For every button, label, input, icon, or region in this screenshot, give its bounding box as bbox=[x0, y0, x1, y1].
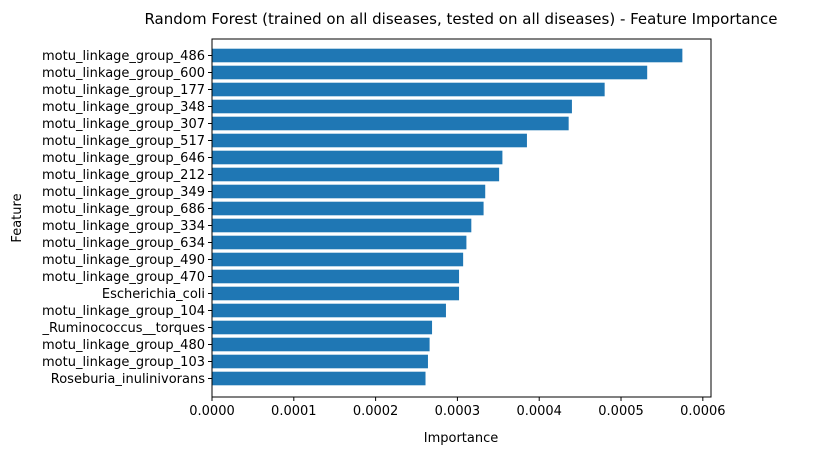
x-tick-label: 0.0004 bbox=[516, 404, 562, 419]
y-tick-label: motu_linkage_group_349 bbox=[42, 185, 205, 200]
y-tick-label: motu_linkage_group_480 bbox=[42, 338, 205, 353]
y-tick-label: motu_linkage_group_646 bbox=[42, 151, 205, 166]
y-tick-label: Roseburia_inulinivorans bbox=[51, 372, 205, 387]
bar-motu_linkage_group_686 bbox=[212, 201, 484, 216]
x-tick-label: 0.0000 bbox=[189, 404, 235, 419]
y-tick-label: motu_linkage_group_334 bbox=[42, 219, 205, 234]
y-tick-label: motu_linkage_group_212 bbox=[42, 168, 205, 183]
bar-Escherichia_coli bbox=[212, 286, 460, 301]
y-tick-label: motu_linkage_group_486 bbox=[42, 49, 205, 64]
bar-motu_linkage_group_646 bbox=[212, 150, 503, 165]
y-tick-label: motu_linkage_group_634 bbox=[42, 236, 205, 251]
bar-motu_linkage_group_177 bbox=[212, 82, 605, 97]
bar-motu_linkage_group_517 bbox=[212, 133, 527, 148]
bar-motu_linkage_group_103 bbox=[212, 354, 428, 369]
y-tick-label: motu_linkage_group_600 bbox=[42, 66, 205, 81]
y-tick-label: motu_linkage_group_348 bbox=[42, 100, 205, 115]
y-tick-label: motu_linkage_group_104 bbox=[42, 304, 205, 319]
x-tick-label: 0.0005 bbox=[598, 404, 644, 419]
y-tick-label: motu_linkage_group_686 bbox=[42, 202, 205, 217]
bar-Roseburia_inulinivorans bbox=[212, 371, 426, 386]
plot-frame bbox=[211, 38, 712, 398]
bar-_Ruminococcus__torques bbox=[212, 320, 433, 335]
bars-group bbox=[212, 48, 683, 386]
y-tick-label: Escherichia_coli bbox=[102, 287, 205, 302]
y-tick-label: motu_linkage_group_103 bbox=[42, 355, 205, 370]
bar-motu_linkage_group_348 bbox=[212, 99, 572, 114]
y-axis-label: Feature bbox=[10, 193, 25, 242]
chart-title: Random Forest (trained on all diseases, … bbox=[144, 10, 777, 28]
bar-motu_linkage_group_212 bbox=[212, 167, 500, 182]
x-axis-label: Importance bbox=[424, 431, 499, 446]
bar-motu_linkage_group_634 bbox=[212, 235, 467, 250]
y-tick-labels: motu_linkage_group_486 motu_linkage_group… bbox=[42, 49, 212, 387]
y-tick-label: motu_linkage_group_177 bbox=[42, 83, 205, 98]
bar-motu_linkage_group_600 bbox=[212, 65, 648, 80]
bar-motu_linkage_group_307 bbox=[212, 116, 569, 131]
y-tick-label: motu_linkage_group_490 bbox=[42, 253, 205, 268]
x-tick-labels: 0.0000 0.0001 0.0002 0.0003 0.0004 0.0005 0.00… bbox=[189, 397, 726, 419]
y-tick-label: motu_linkage_group_517 bbox=[42, 134, 205, 149]
bar-motu_linkage_group_480 bbox=[212, 337, 430, 352]
bar-motu_linkage_group_490 bbox=[212, 252, 464, 267]
bar-motu_linkage_group_349 bbox=[212, 184, 486, 199]
bar-motu_linkage_group_486 bbox=[212, 48, 683, 63]
y-tick-label: _Ruminococcus__torques bbox=[42, 321, 206, 336]
bar-motu_linkage_group_470 bbox=[212, 269, 460, 284]
y-tick-label: motu_linkage_group_307 bbox=[42, 117, 205, 132]
x-tick-label: 0.0002 bbox=[353, 404, 399, 419]
x-tick-label: 0.0003 bbox=[435, 404, 481, 419]
y-tick-label: motu_linkage_group_470 bbox=[42, 270, 205, 285]
bar-motu_linkage_group_334 bbox=[212, 218, 472, 233]
x-tick-label: 0.0006 bbox=[680, 404, 726, 419]
bar-motu_linkage_group_104 bbox=[212, 303, 446, 318]
x-tick-label: 0.0001 bbox=[271, 404, 317, 419]
